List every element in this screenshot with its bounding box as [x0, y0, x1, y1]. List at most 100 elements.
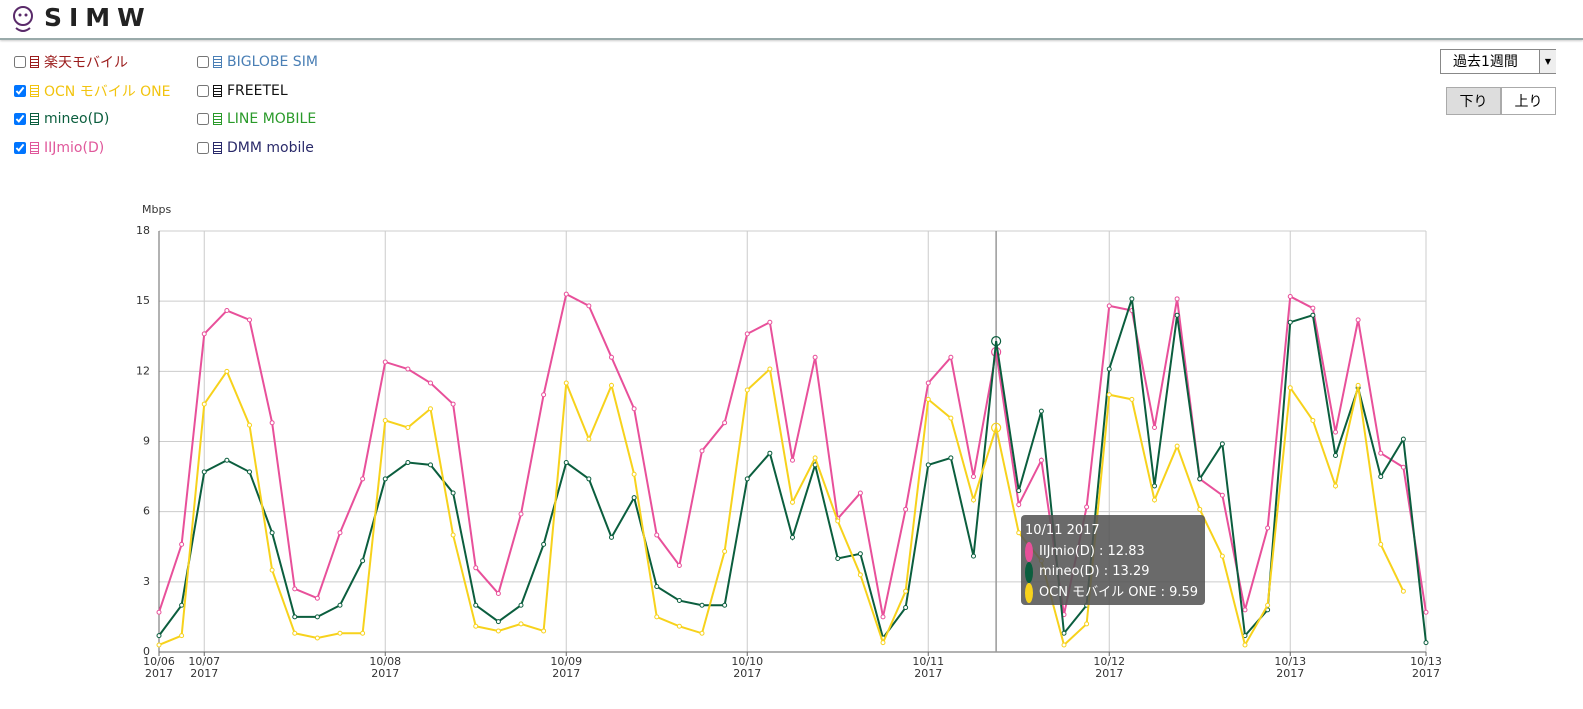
data-point [1333, 429, 1338, 435]
carrier-icon [30, 113, 39, 125]
data-point [722, 548, 728, 554]
filter-item: 楽天モバイル [14, 53, 128, 71]
data-point [744, 476, 750, 482]
data-point [586, 303, 592, 309]
filter-label[interactable]: IIJmio(D) [44, 139, 105, 156]
tooltip-text: OCN モバイル ONE : 9.59 [1039, 584, 1199, 600]
tooltip-text: mineo(D) : 13.29 [1039, 564, 1150, 579]
data-point [450, 532, 456, 538]
data-point [337, 530, 343, 536]
y-tick-label: 9 [143, 435, 150, 448]
data-point [1084, 621, 1090, 627]
data-point [518, 602, 524, 608]
carrier-icon [213, 84, 222, 97]
data-point [1197, 506, 1203, 512]
direction-button[interactable]: 下り [1446, 87, 1501, 115]
data-point [1106, 303, 1112, 309]
filter-label[interactable]: BIGLOBE SIM [227, 54, 318, 70]
filter-item: IIJmio(D) [14, 139, 104, 157]
data-point [767, 450, 773, 456]
data-point [948, 415, 954, 421]
data-point [314, 614, 320, 620]
select-arrow[interactable]: ▼ [1539, 50, 1556, 73]
x-tick-label: 10/09 2017 [550, 655, 583, 680]
data-point [541, 392, 547, 398]
data-point [156, 642, 162, 648]
filter-checkbox[interactable] [197, 113, 209, 125]
data-point [450, 490, 456, 496]
data-point [1038, 457, 1044, 463]
data-point [1197, 476, 1203, 482]
data-point [1310, 305, 1316, 311]
data-point [428, 380, 433, 386]
filter-checkbox[interactable] [14, 56, 26, 68]
filter-label[interactable]: 楽天モバイル [44, 55, 128, 71]
data-point [835, 518, 841, 524]
data-point [1310, 312, 1316, 318]
data-point [314, 635, 320, 641]
data-point [903, 605, 909, 611]
data-point [473, 565, 479, 571]
data-point [744, 331, 750, 337]
data-point [767, 366, 773, 372]
data-point [1197, 476, 1203, 482]
filter-label[interactable]: OCN モバイル ONE [44, 83, 171, 100]
carrier-icon [30, 56, 39, 68]
data-point [314, 595, 320, 601]
data-point [495, 628, 501, 634]
data-point [1174, 296, 1180, 302]
filter-item: DMM mobile [197, 139, 314, 157]
filter-checkbox[interactable] [14, 141, 26, 154]
data-point [1400, 588, 1406, 594]
data-point [382, 417, 388, 423]
data-point [857, 551, 863, 557]
data-point [563, 291, 569, 297]
filter-label[interactable]: mineo(D) [44, 111, 110, 127]
data-point [676, 598, 682, 604]
filter-checkbox[interactable] [197, 141, 209, 154]
data-point [224, 457, 230, 463]
data-point [991, 422, 1002, 433]
filter-checkbox[interactable] [14, 113, 26, 125]
filter-label[interactable]: LINE MOBILE [227, 111, 317, 127]
data-point [1287, 293, 1293, 299]
x-tick-label: 10/11 2017 [912, 655, 945, 680]
data-point [991, 336, 1002, 347]
data-point [925, 396, 931, 402]
data-point [1061, 642, 1067, 648]
tooltip-dot [1025, 541, 1033, 562]
tooltip-dot [1025, 562, 1033, 583]
data-point [790, 534, 795, 540]
filter-label[interactable]: FREETEL [227, 82, 288, 99]
tooltip-title: 10/11 2017 [1025, 523, 1100, 538]
data-point [405, 424, 411, 430]
direction-button[interactable]: 上り [1501, 87, 1556, 115]
x-tick-label: 10/12 2017 [1093, 655, 1126, 680]
data-point [224, 368, 230, 374]
data-point [1152, 483, 1157, 489]
filter-item: FREETEL [197, 82, 288, 100]
data-point [1400, 436, 1406, 442]
data-point [518, 621, 524, 627]
data-point [586, 476, 592, 482]
data-point [925, 462, 931, 468]
data-point [450, 401, 456, 407]
data-point [269, 530, 275, 536]
x-tick-label: 10/13 2017 [1274, 655, 1307, 680]
data-point [948, 354, 954, 360]
carrier-icon [213, 56, 222, 68]
carrier-icon [213, 113, 222, 125]
data-point [744, 387, 750, 393]
data-point [586, 436, 592, 442]
y-tick-label: 15 [136, 294, 150, 307]
filter-label[interactable]: DMM mobile [227, 139, 314, 156]
filter-checkbox[interactable] [197, 56, 209, 68]
filter-checkbox[interactable] [197, 84, 209, 97]
data-point [156, 633, 162, 639]
data-point [609, 534, 614, 540]
data-point [991, 346, 1002, 358]
filter-item: OCN モバイル ONE [14, 82, 171, 100]
data-point [360, 476, 366, 482]
filter-checkbox[interactable] [14, 84, 26, 97]
